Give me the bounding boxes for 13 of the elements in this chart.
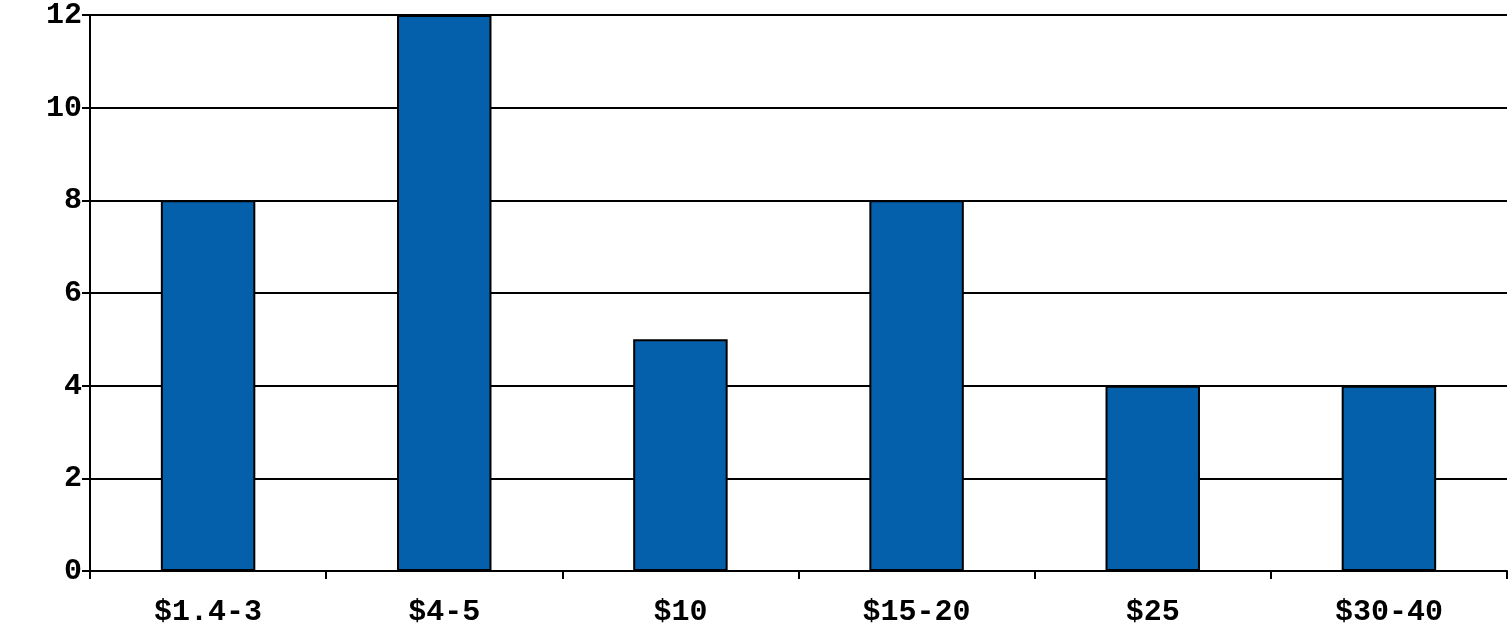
- y-tick-label: 2: [63, 461, 82, 496]
- y-tick-label: 4: [63, 368, 82, 403]
- y-tick-label: 6: [63, 276, 82, 310]
- x-tick-label: $10: [653, 595, 708, 629]
- y-tick-label: 12: [45, 0, 82, 32]
- y-tick-label: 8: [63, 183, 82, 218]
- x-tick-label: $30-40: [1334, 595, 1443, 629]
- y-tick-label: 0: [63, 554, 82, 588]
- y-tick-label: 10: [45, 90, 82, 125]
- x-tick-label: $25: [1125, 595, 1180, 629]
- x-tick-label: $4-5: [408, 595, 481, 629]
- x-tick-label: $15-20: [862, 595, 971, 629]
- x-tick-label: $1.4-3: [154, 595, 263, 629]
